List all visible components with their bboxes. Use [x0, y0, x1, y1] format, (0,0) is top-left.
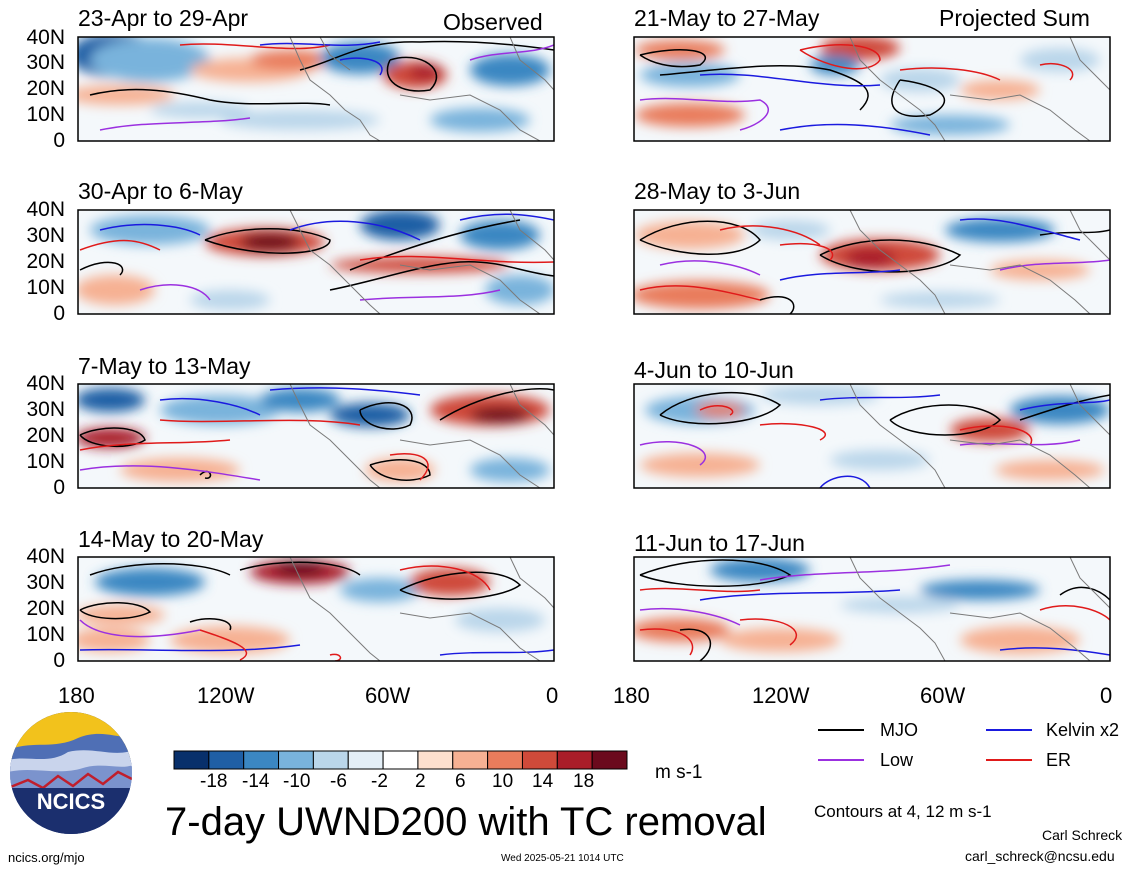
colorbar: [173, 750, 628, 770]
colorbar-label: -6: [330, 771, 347, 792]
panel-title-7: 14-May to 20-May: [78, 526, 264, 552]
author-email[interactable]: carl_schreck@ncsu.edu: [965, 848, 1115, 864]
legend-label-low: Low: [880, 750, 914, 770]
colorbar-label: -18: [200, 771, 228, 792]
colorbar-label: -10: [283, 771, 311, 792]
lat-label: 40N: [26, 545, 65, 568]
lon-label: 0: [546, 683, 559, 708]
map-panel-4: [634, 210, 1110, 314]
map-panel-3: [78, 210, 554, 314]
timestamp: Wed 2025-05-21 1014 UTC: [501, 853, 624, 864]
lat-label: 20N: [26, 597, 65, 620]
legend-swatch-er: [986, 759, 1032, 761]
colorbar-cell: [591, 750, 628, 770]
map-panel-7: [78, 557, 554, 661]
lon-label: 60W: [920, 683, 966, 708]
lat-label: 10N: [26, 276, 65, 299]
colorbar-cell: [417, 750, 454, 770]
colorbar-cells: [173, 750, 628, 770]
colorbar-label: 2: [415, 771, 426, 792]
map-panels: [77, 36, 1111, 662]
colorbar-label: 18: [573, 771, 595, 792]
colorbar-units: m s-1: [655, 762, 703, 783]
lat-label: 0: [53, 649, 65, 672]
lon-label: 180: [58, 683, 95, 708]
colorbar-cell: [243, 750, 280, 770]
colorbar-label: 10: [492, 771, 514, 792]
colorbar-cell: [382, 750, 419, 770]
panel-title-2: 21-May to 27-May: [634, 5, 820, 31]
colorbar-label: 14: [532, 771, 554, 792]
panel-title-3: 30-Apr to 6-May: [78, 178, 243, 204]
panel-title-5: 7-May to 13-May: [78, 353, 251, 379]
ncics-logo: NCICS: [10, 712, 132, 834]
legend-label-kelvin: Kelvin x2: [1046, 720, 1120, 740]
lat-label: 10N: [26, 103, 65, 126]
logo-text: NCICS: [37, 789, 105, 814]
lat-label: 30N: [26, 571, 65, 594]
colorbar-cell: [208, 750, 245, 770]
author: Carl Schreck: [1042, 827, 1123, 843]
panel-title-1: 23-Apr to 29-Apr: [78, 5, 249, 31]
legend-swatch-kelvin: [986, 729, 1032, 731]
lat-label: 20N: [26, 424, 65, 447]
lat-label: 30N: [26, 51, 65, 74]
colorbar-label: -14: [242, 771, 270, 792]
legend-label-er: ER: [1046, 750, 1072, 770]
map-panel-5: [78, 384, 554, 488]
lat-label: 10N: [26, 450, 65, 473]
colorbar-cell: [312, 750, 349, 770]
lat-label: 20N: [26, 77, 65, 100]
lon-label: 60W: [365, 683, 411, 708]
colorbar-cell: [347, 750, 384, 770]
footer-url[interactable]: ncics.org/mjo: [8, 850, 85, 865]
lat-label: 0: [53, 476, 65, 499]
lat-label: 0: [53, 302, 65, 325]
lat-label: 0: [53, 129, 65, 152]
legend-swatch-low: [818, 759, 864, 761]
colorbar-cell: [521, 750, 558, 770]
panel-title-6: 4-Jun to 10-Jun: [634, 357, 794, 383]
lon-label: 180: [613, 683, 650, 708]
main-title: 7-day UWND200 with TC removal: [165, 800, 767, 844]
lat-label: 30N: [26, 398, 65, 421]
lat-label: 30N: [26, 224, 65, 247]
colorbar-label: 6: [455, 771, 466, 792]
map-panel-8: [634, 557, 1110, 661]
projected-sum-label: Projected Sum: [939, 5, 1090, 31]
colorbar-label: -2: [371, 771, 388, 792]
map-panel-2: [634, 37, 1110, 141]
colorbar-cell: [556, 750, 593, 770]
panel-title-8: 11-Jun to 17-Jun: [634, 530, 805, 556]
map-panel-6: [634, 384, 1110, 488]
contours-note: Contours at 4, 12 m s-1: [814, 802, 992, 821]
lat-label: 40N: [26, 26, 65, 49]
legend-swatch-mjo: [818, 729, 864, 731]
legend-label-mjo: MJO: [880, 720, 918, 740]
colorbar-cell: [173, 750, 210, 770]
lat-label: 40N: [26, 372, 65, 395]
observed-label: Observed: [443, 9, 543, 35]
lat-label: 40N: [26, 198, 65, 221]
colorbar-cell: [452, 750, 489, 770]
colorbar-cell: [278, 750, 314, 770]
colorbar-cell: [487, 750, 523, 770]
lon-label: 120W: [197, 683, 255, 708]
lat-label: 20N: [26, 250, 65, 273]
lat-label: 10N: [26, 623, 65, 646]
lon-label: 120W: [752, 683, 810, 708]
map-panel-1: [78, 37, 554, 141]
lon-label: 0: [1100, 683, 1113, 708]
panel-title-4: 28-May to 3-Jun: [634, 178, 801, 204]
